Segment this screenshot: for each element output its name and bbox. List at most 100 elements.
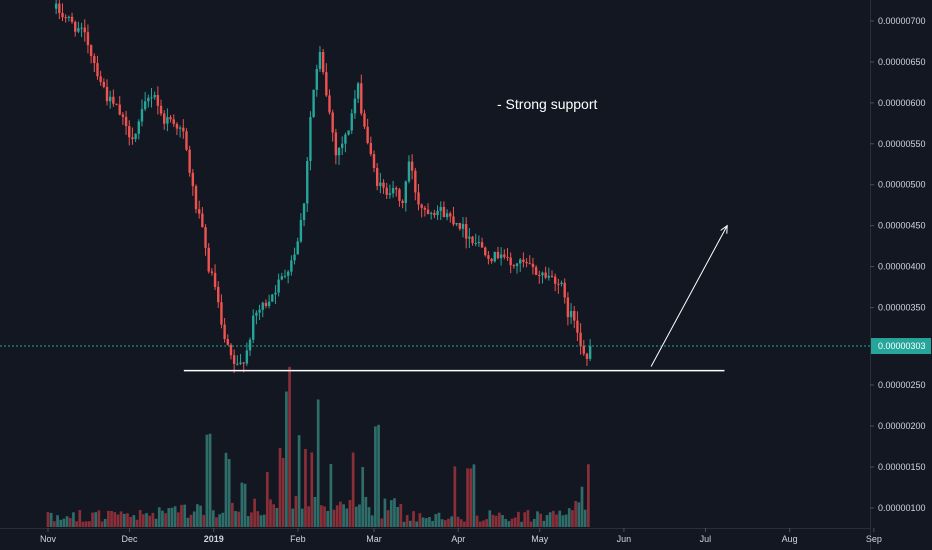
candle-body bbox=[217, 286, 220, 303]
volume-bar bbox=[358, 504, 361, 527]
candle-body bbox=[271, 294, 274, 302]
volume-bar bbox=[176, 512, 180, 527]
volume-bar bbox=[68, 517, 72, 527]
candle-body bbox=[553, 276, 557, 284]
volume-bar bbox=[428, 517, 431, 527]
volume-bar bbox=[539, 513, 543, 527]
volume-bar bbox=[389, 500, 393, 527]
price-axis[interactable]: 0.00000700 0.00000650 0.00000600 0.00000550… bbox=[870, 16, 926, 513]
volume-bar bbox=[466, 468, 469, 527]
candle-body bbox=[566, 297, 570, 318]
volume-bar bbox=[161, 510, 164, 527]
volume-bar bbox=[472, 464, 476, 527]
volume-bar bbox=[84, 521, 88, 527]
volume-bar bbox=[380, 518, 384, 527]
volume-bar bbox=[367, 507, 371, 527]
candle-body bbox=[156, 94, 160, 106]
volume-bar bbox=[275, 507, 279, 527]
time-axis[interactable]: Nov Dec 2019 Feb Mar Apr May Jun Jul Aug Sep bbox=[40, 528, 882, 544]
volume-bar bbox=[46, 512, 50, 527]
volume-bar bbox=[342, 504, 345, 527]
volume-bar bbox=[396, 506, 399, 527]
candle-body bbox=[194, 186, 198, 210]
candle-body bbox=[579, 332, 582, 346]
candle-body bbox=[236, 363, 239, 365]
volume-bar bbox=[415, 521, 419, 527]
candle-body bbox=[115, 103, 118, 105]
volume-bar bbox=[482, 520, 485, 527]
candle-body bbox=[223, 324, 226, 340]
candle-body bbox=[407, 161, 411, 182]
volume-bar bbox=[231, 502, 234, 527]
volume-bar bbox=[126, 513, 129, 527]
candle-body bbox=[54, 3, 58, 9]
candle-body bbox=[143, 101, 147, 110]
volume-bar bbox=[167, 508, 171, 527]
volume-bar bbox=[262, 514, 266, 527]
volume-bar bbox=[478, 521, 482, 527]
volume-bar bbox=[278, 448, 282, 527]
volume-bar bbox=[240, 482, 244, 527]
volume-bar bbox=[122, 513, 126, 527]
candle-body bbox=[347, 130, 350, 135]
volume-bar bbox=[87, 521, 91, 527]
volume-bar bbox=[447, 518, 450, 527]
volume-bar bbox=[234, 511, 237, 527]
volume-bar bbox=[94, 512, 98, 527]
volume-bar bbox=[450, 516, 454, 527]
candle-body bbox=[169, 117, 172, 120]
candle-body bbox=[124, 116, 128, 127]
candle-body bbox=[503, 254, 506, 257]
volume-bar bbox=[110, 510, 113, 527]
candle-body bbox=[385, 187, 388, 195]
candle-body bbox=[449, 213, 452, 217]
volume-bar bbox=[186, 517, 190, 527]
candle-body bbox=[573, 311, 576, 321]
candle-body bbox=[77, 28, 80, 32]
y-tick-label: 0.00000150 bbox=[878, 462, 926, 472]
candle-body bbox=[188, 149, 191, 173]
candle-body bbox=[515, 263, 519, 267]
volume-bar bbox=[434, 514, 438, 527]
candle-body bbox=[363, 113, 366, 127]
volume-bar bbox=[288, 366, 291, 527]
candle-body bbox=[128, 126, 131, 138]
candle-body bbox=[191, 172, 195, 187]
volume-bar bbox=[196, 504, 199, 527]
candle-body bbox=[242, 362, 245, 364]
candle-body bbox=[70, 16, 74, 22]
volume-bar bbox=[53, 521, 56, 527]
candle-body bbox=[547, 275, 551, 278]
volume-bar bbox=[218, 514, 221, 527]
candle-body bbox=[274, 292, 277, 295]
volume-bar bbox=[211, 510, 215, 527]
volume-bar bbox=[164, 513, 167, 527]
volume-bar bbox=[151, 512, 155, 527]
candle-body bbox=[455, 223, 458, 225]
volume-bar bbox=[383, 498, 387, 527]
volume-bar bbox=[297, 435, 301, 527]
volume-bar bbox=[75, 521, 78, 527]
candle-body bbox=[121, 114, 125, 117]
x-tick-label: Mar bbox=[366, 534, 382, 544]
candle-body bbox=[391, 187, 395, 194]
volume-bar bbox=[412, 511, 415, 527]
candle-body bbox=[417, 192, 420, 205]
volume-bar bbox=[437, 512, 441, 527]
x-tick-label: Aug bbox=[782, 534, 798, 544]
y-tick-label: 0.00000100 bbox=[878, 503, 926, 513]
candle-body bbox=[522, 259, 525, 263]
candle-body bbox=[267, 301, 271, 307]
volume-bar bbox=[243, 483, 247, 527]
volume-bar bbox=[72, 512, 75, 527]
volume-bar bbox=[97, 510, 101, 527]
volume-bar bbox=[224, 452, 228, 527]
candle-body bbox=[299, 220, 303, 242]
candle-body bbox=[423, 207, 427, 210]
volume-bar bbox=[237, 511, 241, 527]
candle-body bbox=[213, 272, 217, 287]
candle-body bbox=[541, 272, 544, 276]
candle-body bbox=[445, 213, 449, 218]
